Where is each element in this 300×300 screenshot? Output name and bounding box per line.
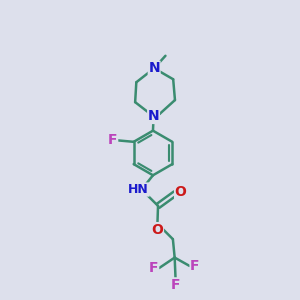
Text: F: F <box>108 133 118 147</box>
Text: N: N <box>148 110 159 123</box>
Text: N: N <box>148 61 160 75</box>
Text: F: F <box>149 261 159 275</box>
Text: O: O <box>175 185 187 199</box>
Text: F: F <box>171 278 180 292</box>
Text: F: F <box>190 259 200 273</box>
Text: O: O <box>152 223 164 237</box>
Text: HN: HN <box>128 183 149 196</box>
